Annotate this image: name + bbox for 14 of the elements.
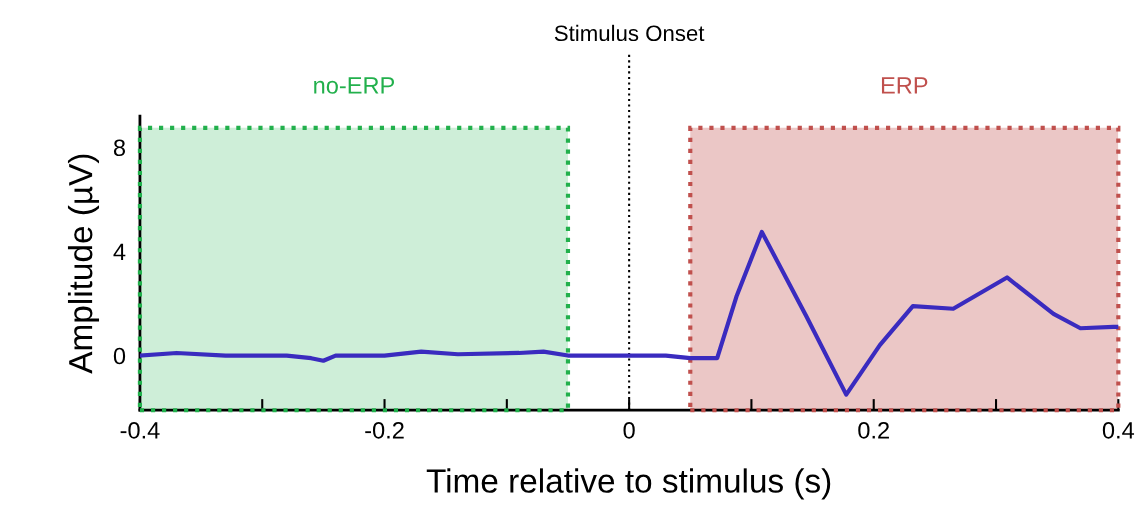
band-label: ERP [881, 77, 928, 94]
x-tick-label: 0.2 [858, 421, 889, 439]
x-axis-title: Time relative to stimulus (s) [426, 468, 831, 500]
y-axis-title: Amplitude (µV) [67, 154, 100, 374]
x-tick-label: -0.4 [120, 421, 160, 439]
x-tick-label: 0 [623, 421, 635, 439]
y-tick-label: 8 [113, 139, 126, 157]
band-label: no-ERP [314, 77, 395, 94]
y-tick-label: 4 [113, 243, 126, 260]
line-series [139, 229, 1119, 397]
x-tick-label: -0.2 [365, 421, 404, 439]
ref-line-label: Stimulus Onset [554, 24, 705, 42]
x-tick-label: 0.4 [1102, 421, 1135, 439]
y-tick-label: 0 [113, 347, 126, 365]
